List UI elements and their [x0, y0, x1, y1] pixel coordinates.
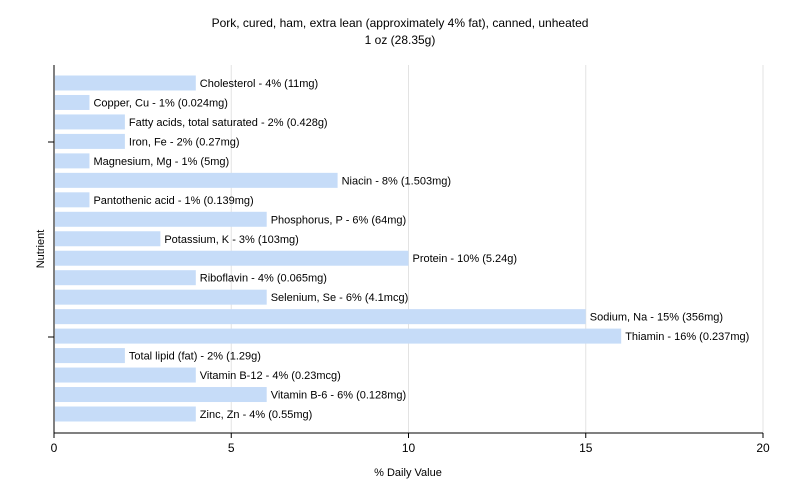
bar-data-label: Niacin - 8% (1.503mg) [342, 175, 451, 187]
bar-data-label: Phosphorus, P - 6% (64mg) [271, 214, 407, 226]
bar-data-label: Copper, Cu - 1% (0.024mg) [93, 97, 228, 109]
bar-data-label: Magnesium, Mg - 1% (5mg) [93, 156, 229, 168]
bar-data-label: Potassium, K - 3% (103mg) [164, 234, 299, 246]
bar [55, 172, 338, 188]
bar-data-label: Thiamin - 16% (0.237mg) [625, 331, 749, 343]
bar [55, 133, 125, 149]
x-tick-label: 10 [402, 441, 416, 455]
bar-data-label: Vitamin B-6 - 6% (0.128mg) [271, 390, 407, 402]
bar [55, 94, 90, 110]
bar-data-label: Riboflavin - 4% (0.065mg) [200, 273, 327, 285]
bar [55, 387, 267, 403]
bar [55, 75, 196, 91]
x-tick-label: 5 [228, 441, 235, 455]
chart-title: Pork, cured, ham, extra lean (approximat… [211, 16, 589, 30]
x-tick-label: 20 [756, 441, 770, 455]
bar-data-label: Pantothenic acid - 1% (0.139mg) [93, 195, 253, 207]
bar [55, 309, 586, 325]
bar-data-label: Zinc, Zn - 4% (0.55mg) [200, 409, 312, 421]
bar [55, 270, 196, 286]
bar [55, 231, 161, 247]
data-labels: Cholesterol - 4% (11mg) Copper, Cu - 1% (… [93, 78, 749, 421]
chart-subtitle: 1 oz (28.35g) [364, 33, 436, 47]
bars [55, 75, 622, 422]
bar [55, 211, 267, 227]
bar-data-label: Vitamin B-12 - 4% (0.23mcg) [200, 370, 341, 382]
bar [55, 328, 622, 344]
bar [55, 406, 196, 422]
gridlines [230, 65, 764, 433]
bar-data-label: Fatty acids, total saturated - 2% (0.428… [129, 117, 328, 129]
bar-data-label: Sodium, Na - 15% (356mg) [590, 312, 723, 324]
x-axis-label: % Daily Value [374, 467, 442, 479]
bar-data-label: Cholesterol - 4% (11mg) [200, 78, 318, 90]
x-tick-label: 0 [51, 441, 58, 455]
bar-data-label: Total lipid (fat) - 2% (1.29g) [129, 351, 261, 363]
bar [55, 192, 90, 208]
bar-data-label: Protein - 10% (5.24g) [413, 253, 518, 265]
bar [55, 114, 125, 130]
bar-data-label: Selenium, Se - 6% (4.1mcg) [271, 292, 409, 304]
bar [55, 250, 409, 266]
bar [55, 367, 196, 383]
x-tick-labels: 0 5 10 15 20 [51, 441, 770, 455]
x-tick-label: 15 [579, 441, 593, 455]
bar [55, 348, 125, 364]
bar [55, 153, 90, 169]
y-axis-label: Nutrient [35, 230, 47, 269]
bar-data-label: Iron, Fe - 2% (0.27mg) [129, 136, 240, 148]
axes [48, 65, 764, 438]
bar [55, 289, 267, 305]
